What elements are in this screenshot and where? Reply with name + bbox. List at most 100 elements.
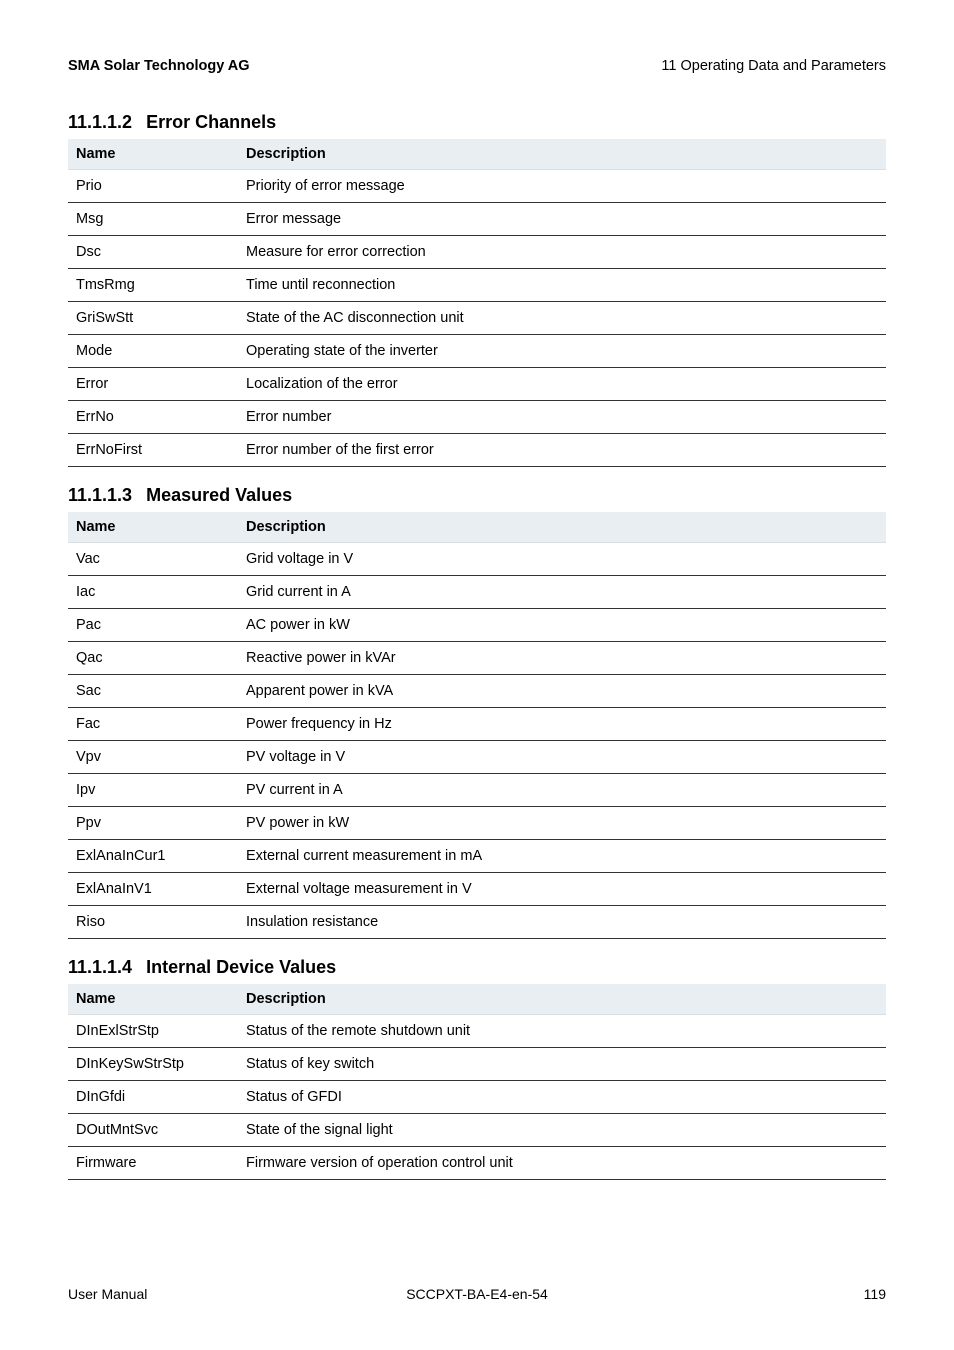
table-row: PrioPriority of error message <box>68 170 886 203</box>
table-row: ErrNoError number <box>68 401 886 434</box>
table-row: DscMeasure for error correction <box>68 236 886 269</box>
table-row: FirmwareFirmware version of operation co… <box>68 1147 886 1180</box>
section-heading-error-channels: 11.1.1.2 Error Channels <box>68 112 886 133</box>
cell-desc: Priority of error message <box>238 170 886 203</box>
cell-name: Firmware <box>68 1147 238 1180</box>
cell-desc: State of the AC disconnection unit <box>238 302 886 335</box>
cell-desc: Operating state of the inverter <box>238 335 886 368</box>
cell-desc: Status of key switch <box>238 1048 886 1081</box>
section-number: 11.1.1.3 <box>68 485 132 505</box>
table-row: TmsRmgTime until reconnection <box>68 269 886 302</box>
footer-left: User Manual <box>68 1286 147 1302</box>
table-error-channels: Name Description PrioPriority of error m… <box>68 139 886 467</box>
cell-name: Error <box>68 368 238 401</box>
th-description: Description <box>238 984 886 1015</box>
table-row: VacGrid voltage in V <box>68 543 886 576</box>
cell-desc: Grid voltage in V <box>238 543 886 576</box>
section-heading-internal-device-values: 11.1.1.4 Internal Device Values <box>68 957 886 978</box>
table-row: ExlAnaInV1External voltage measurement i… <box>68 873 886 906</box>
cell-desc: Error number <box>238 401 886 434</box>
cell-name: Prio <box>68 170 238 203</box>
cell-desc: PV voltage in V <box>238 741 886 774</box>
th-name: Name <box>68 984 238 1015</box>
cell-name: Sac <box>68 675 238 708</box>
th-name: Name <box>68 512 238 543</box>
table-row: DInGfdiStatus of GFDI <box>68 1081 886 1114</box>
cell-name: Iac <box>68 576 238 609</box>
section-title: Error Channels <box>146 112 276 132</box>
cell-name: Vac <box>68 543 238 576</box>
cell-name: TmsRmg <box>68 269 238 302</box>
cell-desc: AC power in kW <box>238 609 886 642</box>
cell-desc: Power frequency in Hz <box>238 708 886 741</box>
header-left: SMA Solar Technology AG <box>68 58 250 74</box>
cell-name: ErrNo <box>68 401 238 434</box>
section-number: 11.1.1.2 <box>68 112 132 132</box>
cell-name: Riso <box>68 906 238 939</box>
table-row: IacGrid current in A <box>68 576 886 609</box>
cell-name: Pac <box>68 609 238 642</box>
table-row: DInExlStrStpStatus of the remote shutdow… <box>68 1015 886 1048</box>
th-description: Description <box>238 139 886 170</box>
cell-name: DInKeySwStrStp <box>68 1048 238 1081</box>
table-row: PacAC power in kW <box>68 609 886 642</box>
table-row: ErrNoFirstError number of the first erro… <box>68 434 886 467</box>
table-row: SacApparent power in kVA <box>68 675 886 708</box>
cell-desc: State of the signal light <box>238 1114 886 1147</box>
page-footer: User Manual SCCPXT-BA-E4-en-54 119 <box>68 1286 886 1302</box>
th-name: Name <box>68 139 238 170</box>
table-row: GriSwSttState of the AC disconnection un… <box>68 302 886 335</box>
table-row: ExlAnaInCur1External current measurement… <box>68 840 886 873</box>
cell-name: GriSwStt <box>68 302 238 335</box>
cell-desc: Insulation resistance <box>238 906 886 939</box>
cell-desc: Firmware version of operation control un… <box>238 1147 886 1180</box>
page-header: SMA Solar Technology AG 11 Operating Dat… <box>68 58 886 74</box>
cell-name: Fac <box>68 708 238 741</box>
cell-desc: Status of GFDI <box>238 1081 886 1114</box>
table-row: ModeOperating state of the inverter <box>68 335 886 368</box>
cell-desc: External voltage measurement in V <box>238 873 886 906</box>
cell-name: Dsc <box>68 236 238 269</box>
cell-name: DInExlStrStp <box>68 1015 238 1048</box>
cell-desc: PV power in kW <box>238 807 886 840</box>
cell-name: ExlAnaInV1 <box>68 873 238 906</box>
cell-name: Msg <box>68 203 238 236</box>
table-measured-values: Name Description VacGrid voltage in V Ia… <box>68 512 886 939</box>
table-internal-device-values: Name Description DInExlStrStpStatus of t… <box>68 984 886 1180</box>
cell-name: Ppv <box>68 807 238 840</box>
table-row: DInKeySwStrStpStatus of key switch <box>68 1048 886 1081</box>
section-title: Internal Device Values <box>146 957 336 977</box>
cell-name: ExlAnaInCur1 <box>68 840 238 873</box>
section-heading-measured-values: 11.1.1.3 Measured Values <box>68 485 886 506</box>
cell-desc: Localization of the error <box>238 368 886 401</box>
cell-name: Qac <box>68 642 238 675</box>
cell-name: DOutMntSvc <box>68 1114 238 1147</box>
section-title: Measured Values <box>146 485 292 505</box>
cell-desc: Grid current in A <box>238 576 886 609</box>
cell-name: ErrNoFirst <box>68 434 238 467</box>
cell-name: DInGfdi <box>68 1081 238 1114</box>
cell-desc: External current measurement in mA <box>238 840 886 873</box>
cell-desc: Error message <box>238 203 886 236</box>
table-row: ErrorLocalization of the error <box>68 368 886 401</box>
header-right: 11 Operating Data and Parameters <box>661 58 886 74</box>
cell-name: Ipv <box>68 774 238 807</box>
section-number: 11.1.1.4 <box>68 957 132 977</box>
table-row: FacPower frequency in Hz <box>68 708 886 741</box>
cell-name: Mode <box>68 335 238 368</box>
table-row: QacReactive power in kVAr <box>68 642 886 675</box>
cell-desc: Error number of the first error <box>238 434 886 467</box>
table-row: PpvPV power in kW <box>68 807 886 840</box>
table-row: RisoInsulation resistance <box>68 906 886 939</box>
footer-center: SCCPXT-BA-E4-en-54 <box>406 1286 548 1302</box>
table-row: VpvPV voltage in V <box>68 741 886 774</box>
cell-desc: Time until reconnection <box>238 269 886 302</box>
th-description: Description <box>238 512 886 543</box>
cell-desc: Status of the remote shutdown unit <box>238 1015 886 1048</box>
cell-desc: Apparent power in kVA <box>238 675 886 708</box>
table-row: IpvPV current in A <box>68 774 886 807</box>
cell-desc: Reactive power in kVAr <box>238 642 886 675</box>
cell-desc: PV current in A <box>238 774 886 807</box>
cell-name: Vpv <box>68 741 238 774</box>
footer-right: 119 <box>864 1286 886 1302</box>
